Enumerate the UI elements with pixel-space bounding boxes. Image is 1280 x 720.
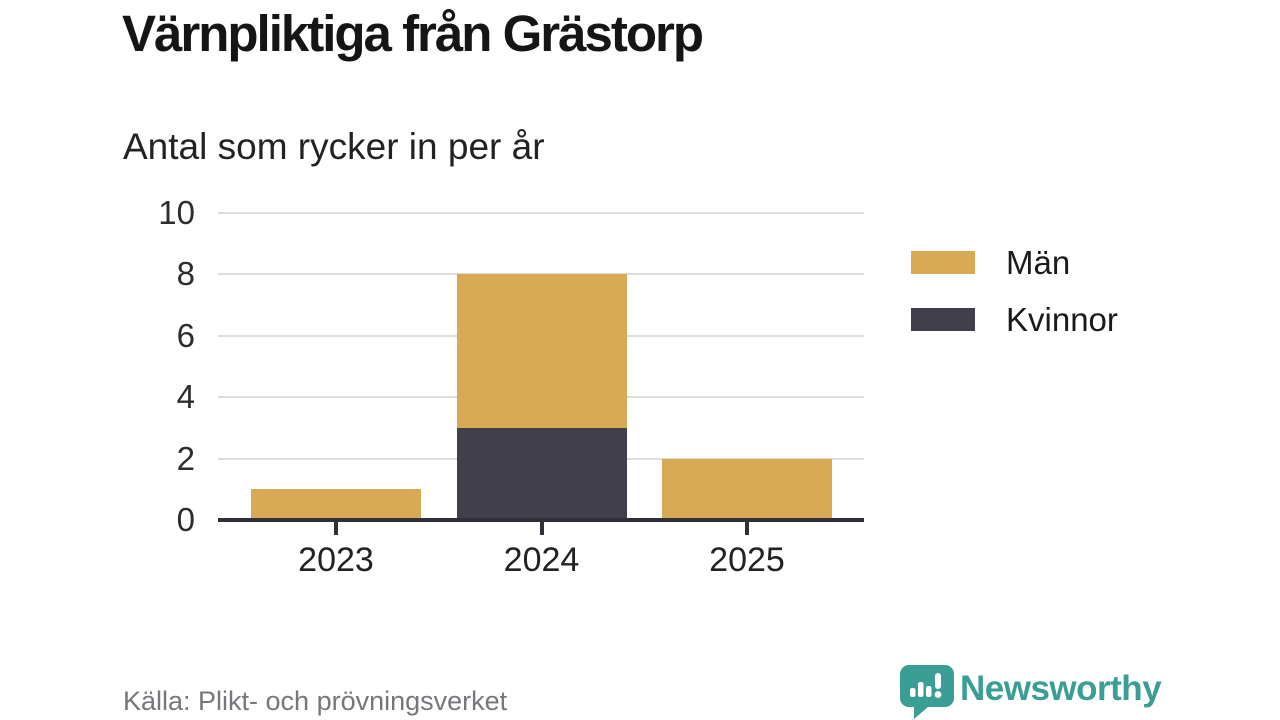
page-title: Värnpliktiga från Grästorp — [122, 5, 704, 62]
legend-label: Män — [1006, 244, 1071, 281]
x-axis-line — [218, 518, 864, 522]
x-axis-tick — [539, 522, 544, 535]
brand-wordmark: Newsworthy — [960, 669, 1162, 708]
gridline — [218, 212, 864, 214]
source-note: Källa: Plikt- och prövningsverket — [123, 686, 508, 716]
y-tick-label: 6 — [176, 316, 195, 354]
legend-swatch — [911, 251, 975, 274]
y-tick-label: 0 — [176, 501, 195, 538]
legend-label: Kvinnor — [1006, 301, 1118, 338]
newsworthy-brand: Newsworthy — [898, 663, 1162, 719]
legend-row: Män — [911, 246, 1118, 279]
bar-segment — [456, 274, 627, 428]
y-tick-label: 2 — [176, 439, 195, 477]
bar-segment — [456, 427, 627, 520]
y-tick-label: 4 — [176, 378, 195, 416]
x-tick-label: 2025 — [709, 541, 785, 579]
newsworthy-logo-icon — [900, 665, 954, 719]
bar-segment — [251, 489, 421, 520]
chart-subtitle: Antal som rycker in per år — [123, 126, 545, 167]
bar-segment — [662, 458, 832, 520]
legend-swatch — [911, 308, 975, 331]
x-axis-tick — [334, 522, 338, 535]
y-tick-label: 10 — [158, 194, 195, 231]
chart-legend: Män Kvinnor — [911, 246, 1118, 336]
y-tick-label: 8 — [176, 255, 195, 293]
x-tick-label: 2024 — [503, 541, 580, 579]
x-axis-tick — [745, 522, 749, 535]
x-tick-label: 2023 — [298, 541, 374, 579]
legend-row: Kvinnor — [911, 303, 1118, 336]
